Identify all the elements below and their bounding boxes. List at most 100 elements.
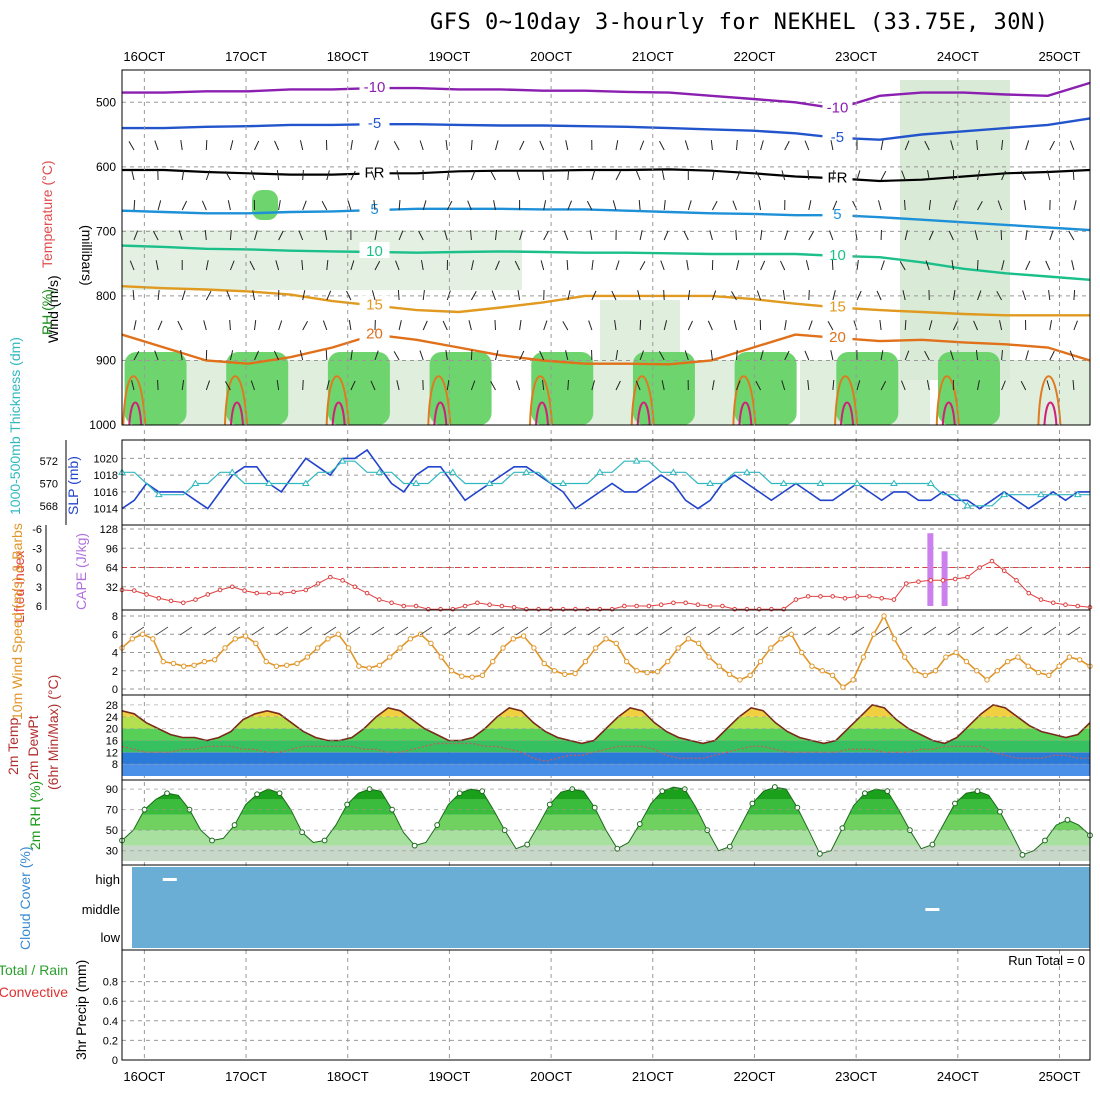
y-tick-label-cape: 32 [106,582,118,594]
rh-marker [456,790,463,797]
y-tick-label: 6 [112,629,118,641]
contour-label-bg [822,327,853,344]
wind-barb [832,200,838,211]
series-marker [170,660,177,667]
rh-marker [884,788,891,795]
series-marker [191,662,197,668]
wind-barb [298,230,304,241]
wind-barb [374,140,379,151]
series-marker [459,673,465,679]
wind-barb [205,290,212,301]
wind-barb-10m [995,626,1009,636]
wind-barb [299,350,304,361]
rh-marker [614,845,621,852]
lifted-index-marker [891,597,897,602]
wind-barb [154,140,159,151]
diurnal-contour [1043,401,1058,426]
lifted-index-marker [1050,600,1056,606]
wind-barb [638,199,641,211]
y-axis-label-temp: Temperature (°C) [39,160,55,268]
cloud-cover-fill [132,867,1090,948]
wind-barb [562,321,569,331]
series-marker [284,662,290,668]
series-marker [397,645,403,651]
series-marker [603,636,609,642]
rh-marker [411,842,418,849]
wind-barb [1025,260,1031,271]
wind-barb [201,200,207,211]
y-tick-label: 2 [112,666,118,678]
wind-barb [1020,380,1027,391]
thickness-marker [669,468,678,475]
wind-barb [856,380,861,391]
y-axis-label-slp: SLP (mb) [65,456,81,515]
lifted-index-marker [989,558,995,564]
wind-barb [180,140,183,151]
wind-barb [781,170,786,181]
lifted-index-marker [144,592,149,597]
wind-barb [470,260,474,271]
series-marker [994,668,1001,674]
wind-barb [326,170,330,181]
wind-barb [977,290,982,301]
y-tick-label: 12 [106,747,118,759]
contour-label-bg [822,168,853,185]
wind-barb [710,350,713,361]
wind-barb [687,200,692,211]
wind-barb [736,170,741,181]
rh-marker [254,791,260,798]
lifted-index-marker [671,600,676,606]
temp-contour [122,81,1091,110]
wind-barb [514,260,521,271]
wind-barb [398,320,402,331]
wind-barb [1001,170,1006,181]
wind-barb [784,230,789,241]
wind-barb [879,320,882,331]
cape-bar [927,533,934,606]
wind-barb-10m [707,626,721,636]
series-marker [335,631,341,637]
wind-barb [755,170,762,181]
y-tick-label: 30 [106,846,118,858]
wind-barb-10m [251,626,265,636]
wind-barb [900,380,906,391]
wind-barb [495,230,498,241]
wind-barb [493,200,496,211]
wind-barb [155,260,159,271]
thickness-marker [595,468,604,475]
wind-barb [563,230,569,241]
wind-barb [975,350,978,361]
lifted-index-marker [622,603,627,609]
wind-barb [736,139,738,151]
contour-label: -10 [364,79,386,96]
rh-high-patch [937,352,1000,425]
wind-barb [180,350,183,361]
wind-barb [419,350,424,361]
wind-barb [132,289,135,301]
wind-barb [542,170,545,181]
wind-barb [952,200,957,211]
x-tick-label-top: 20OCT [530,49,572,64]
wind-barb [446,170,450,181]
wind-barb-10m [875,626,889,636]
rh-high-patch [734,352,797,425]
wind-barb [395,260,400,271]
temp-band [122,704,1090,705]
wind-barb [370,170,376,181]
cloud-highlight [925,908,940,911]
wind-barb [687,290,691,301]
wind-barb [490,381,496,391]
thickness-marker [448,468,457,475]
series-marker [181,663,187,669]
wind-barb [445,350,448,361]
thickness-marker [706,479,715,486]
rh-band [122,787,1090,800]
thickness-marker [779,479,788,486]
wind-barb [181,170,185,181]
diurnal-contour [122,375,147,426]
series-marker [1025,663,1031,669]
wind-barb [639,140,645,151]
wind-barb [326,260,329,271]
wind-barb-10m [227,626,241,636]
wind-barb [832,290,836,301]
